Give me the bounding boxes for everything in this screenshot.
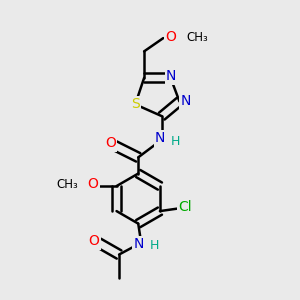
Text: CH₃: CH₃ xyxy=(187,31,208,44)
Text: S: S xyxy=(131,98,140,111)
Text: H: H xyxy=(150,239,159,252)
Text: O: O xyxy=(88,234,100,248)
Text: O: O xyxy=(165,30,176,44)
Text: O: O xyxy=(88,177,98,191)
Text: H: H xyxy=(170,135,180,148)
Text: N: N xyxy=(166,69,176,83)
Text: N: N xyxy=(155,131,166,145)
Text: N: N xyxy=(180,94,190,108)
Text: Cl: Cl xyxy=(178,200,192,214)
Text: CH₃: CH₃ xyxy=(56,178,78,191)
Text: N: N xyxy=(134,237,144,251)
Text: O: O xyxy=(105,136,116,150)
